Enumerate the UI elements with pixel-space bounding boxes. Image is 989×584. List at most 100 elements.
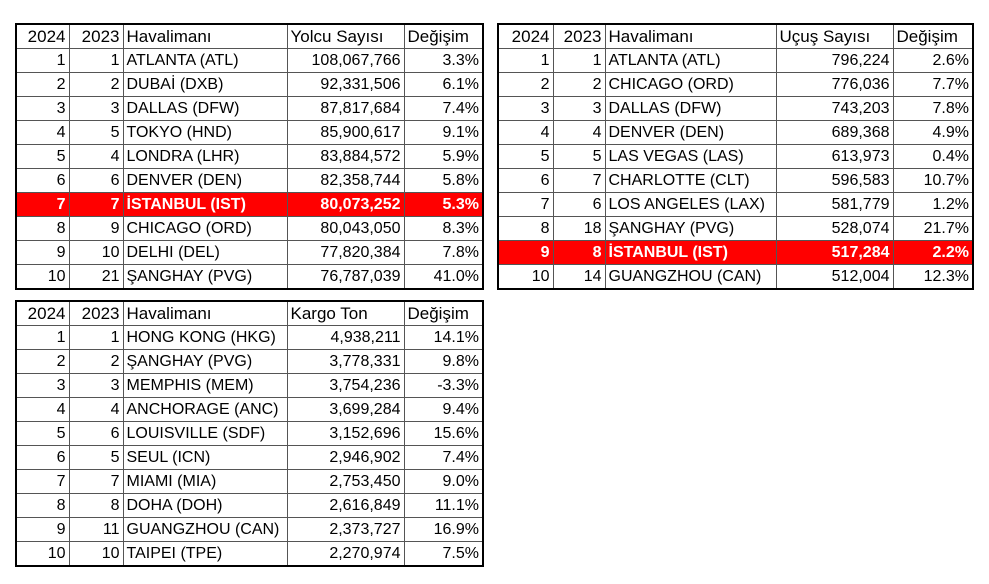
cell-rank-2023: 8 <box>68 493 124 518</box>
cell-value: 3,699,284 <box>286 397 405 422</box>
cell-rank-2023: 21 <box>68 264 124 290</box>
cell-change: 8.3% <box>403 216 484 241</box>
table-row: 4 4 DENVER (DEN) 689,368 4.9% <box>497 120 974 145</box>
cell-rank-2023: 6 <box>552 192 606 217</box>
cell-airport: GUANGZHOU (CAN) <box>604 264 777 290</box>
cell-change: 9.4% <box>403 397 484 422</box>
cell-airport: DENVER (DEN) <box>604 120 777 145</box>
cell-rank-2024: 6 <box>15 168 70 193</box>
cell-rank-2024: 8 <box>15 216 70 241</box>
cell-airport: ŞANGHAY (PVG) <box>604 216 777 241</box>
cell-rank-2023: 3 <box>68 373 124 398</box>
cell-airport: MIAMI (MIA) <box>122 469 288 494</box>
cell-rank-2023: 6 <box>68 421 124 446</box>
cell-airport: LOUISVILLE (SDF) <box>122 421 288 446</box>
cell-value: 82,358,744 <box>286 168 405 193</box>
cell-value: 596,583 <box>775 168 894 193</box>
table-row: 3 3 MEMPHIS (MEM) 3,754,236 -3.3% <box>15 373 484 398</box>
cell-airport: İSTANBUL (IST) <box>604 240 777 265</box>
table-row: 5 6 LOUISVILLE (SDF) 3,152,696 15.6% <box>15 421 484 446</box>
cell-rank-2024: 8 <box>15 493 70 518</box>
cell-rank-2024: 3 <box>497 96 554 121</box>
cell-rank-2024: 9 <box>15 240 70 265</box>
column-header-rank-2024: 2024 <box>497 23 554 49</box>
table-row: 6 7 CHARLOTTE (CLT) 596,583 10.7% <box>497 168 974 193</box>
table-row: 6 6 DENVER (DEN) 82,358,744 5.8% <box>15 168 484 193</box>
table-row: 5 5 LAS VEGAS (LAS) 613,973 0.4% <box>497 144 974 169</box>
cell-rank-2023: 5 <box>68 445 124 470</box>
cell-value: 517,284 <box>775 240 894 265</box>
cell-airport: LAS VEGAS (LAS) <box>604 144 777 169</box>
cell-change: 14.1% <box>403 325 484 350</box>
cell-value: 743,203 <box>775 96 894 121</box>
table-row: 1 1 ATLANTA (ATL) 108,067,766 3.3% <box>15 48 484 73</box>
table-row: 3 3 DALLAS (DFW) 87,817,684 7.4% <box>15 96 484 121</box>
cell-change: 2.2% <box>892 240 974 265</box>
cell-rank-2024: 3 <box>15 373 70 398</box>
cell-airport: CHICAGO (ORD) <box>604 72 777 97</box>
cell-value: 85,900,617 <box>286 120 405 145</box>
table-row: 9 10 DELHI (DEL) 77,820,384 7.8% <box>15 240 484 265</box>
cell-value: 77,820,384 <box>286 240 405 265</box>
cell-rank-2023: 5 <box>68 120 124 145</box>
cell-value: 613,973 <box>775 144 894 169</box>
cell-value: 512,004 <box>775 264 894 290</box>
column-header-rank-2023: 2023 <box>68 300 124 326</box>
cell-change: 1.2% <box>892 192 974 217</box>
cell-airport: ŞANGHAY (PVG) <box>122 349 288 374</box>
column-header-rank-2024: 2024 <box>15 23 70 49</box>
cell-rank-2023: 3 <box>68 96 124 121</box>
cell-change: 9.1% <box>403 120 484 145</box>
cell-change: 10.7% <box>892 168 974 193</box>
column-header-rank-2023: 2023 <box>68 23 124 49</box>
cell-change: 0.4% <box>892 144 974 169</box>
cell-rank-2024: 8 <box>497 216 554 241</box>
column-header-airport: Havalimanı <box>122 300 288 326</box>
cell-change: -3.3% <box>403 373 484 398</box>
table-row: 8 8 DOHA (DOH) 2,616,849 11.1% <box>15 493 484 518</box>
table-row: 1 1 ATLANTA (ATL) 796,224 2.6% <box>497 48 974 73</box>
header-row: 2024 2023 Havalimanı Uçuş Sayısı Değişim <box>497 23 974 49</box>
cell-rank-2024: 2 <box>497 72 554 97</box>
cell-value: 3,152,696 <box>286 421 405 446</box>
cell-rank-2024: 6 <box>15 445 70 470</box>
cell-rank-2024: 7 <box>15 192 70 217</box>
cell-rank-2024: 10 <box>15 264 70 290</box>
cell-airport: ŞANGHAY (PVG) <box>122 264 288 290</box>
cell-change: 7.8% <box>892 96 974 121</box>
cell-airport: HONG KONG (HKG) <box>122 325 288 350</box>
cell-rank-2023: 7 <box>68 469 124 494</box>
cell-rank-2023: 10 <box>68 240 124 265</box>
cell-change: 12.3% <box>892 264 974 290</box>
column-header-rank-2024: 2024 <box>15 300 70 326</box>
cell-airport: ATLANTA (ATL) <box>604 48 777 73</box>
table-row: 6 5 SEUL (ICN) 2,946,902 7.4% <box>15 445 484 470</box>
cell-change: 7.5% <box>403 541 484 567</box>
cell-rank-2023: 7 <box>552 168 606 193</box>
table-row: 10 10 TAIPEI (TPE) 2,270,974 7.5% <box>15 541 484 567</box>
cell-value: 87,817,684 <box>286 96 405 121</box>
cell-change: 9.8% <box>403 349 484 374</box>
cell-value: 776,036 <box>775 72 894 97</box>
cell-rank-2024: 9 <box>15 517 70 542</box>
cell-value: 92,331,506 <box>286 72 405 97</box>
cell-rank-2024: 4 <box>497 120 554 145</box>
column-header-rank-2023: 2023 <box>552 23 606 49</box>
cell-change: 7.8% <box>403 240 484 265</box>
cell-value: 689,368 <box>775 120 894 145</box>
column-header-airport: Havalimanı <box>604 23 777 49</box>
cell-rank-2023: 1 <box>68 325 124 350</box>
cell-value: 83,884,572 <box>286 144 405 169</box>
cell-value: 796,224 <box>775 48 894 73</box>
cell-change: 7.4% <box>403 96 484 121</box>
column-header-value: Yolcu Sayısı <box>286 23 405 49</box>
cell-value: 528,074 <box>775 216 894 241</box>
table-row-highlighted: 9 8 İSTANBUL (IST) 517,284 2.2% <box>497 240 974 265</box>
cell-rank-2024: 3 <box>15 96 70 121</box>
cell-rank-2024: 9 <box>497 240 554 265</box>
cell-change: 3.3% <box>403 48 484 73</box>
flight-ranking-table: 2024 2023 Havalimanı Uçuş Sayısı Değişim 1 1 AT… <box>497 23 974 290</box>
table-row: 2 2 ŞANGHAY (PVG) 3,778,331 9.8% <box>15 349 484 374</box>
cell-value: 2,616,849 <box>286 493 405 518</box>
cell-rank-2023: 11 <box>68 517 124 542</box>
